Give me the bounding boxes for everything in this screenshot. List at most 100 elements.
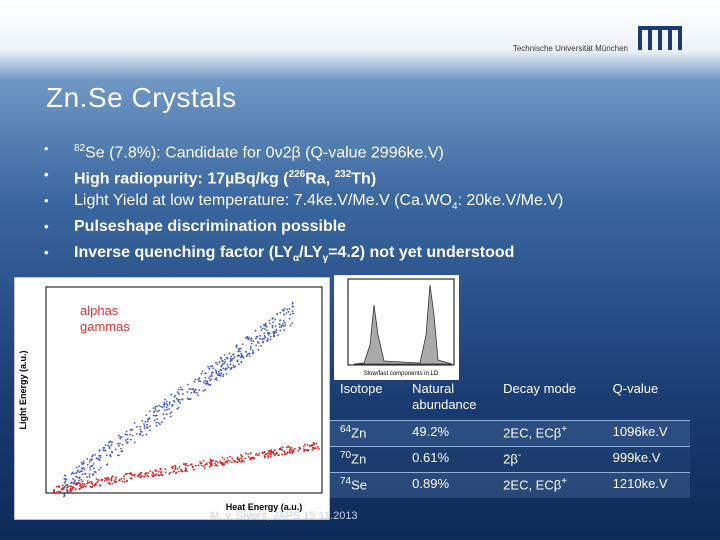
plot-texture (210, 459, 213, 462)
plot-texture (92, 473, 95, 475)
plot-texture (93, 467, 95, 470)
plot-texture (239, 350, 241, 353)
plot-texture (216, 461, 219, 464)
plot-texture (208, 465, 211, 468)
plot-texture (129, 477, 132, 480)
plot-texture (189, 398, 191, 400)
plot-texture (70, 482, 72, 485)
plot-texture (144, 473, 147, 476)
plot-texture (66, 483, 69, 486)
plot-texture (246, 354, 248, 356)
plot-texture (311, 443, 313, 446)
plot-texture (153, 474, 156, 477)
text-run: + (561, 424, 568, 435)
plot-texture (94, 484, 97, 486)
plot-texture (283, 313, 285, 316)
text-run: - (517, 450, 522, 461)
plot-texture (215, 361, 217, 364)
plot-texture (218, 361, 221, 363)
plot-texture (98, 454, 100, 457)
plot-texture (259, 337, 261, 340)
text-run: /LY (299, 244, 323, 261)
plot-texture (264, 336, 267, 339)
plot-texture (158, 404, 160, 407)
plot-texture (243, 460, 245, 463)
plot-texture (74, 488, 77, 490)
plot-texture (215, 377, 218, 380)
plot-texture (269, 455, 272, 458)
plot-texture (130, 472, 132, 474)
plot-texture (94, 453, 97, 456)
plot-texture (154, 408, 157, 410)
plot-texture (76, 470, 79, 473)
plot-texture (191, 388, 193, 391)
plot-texture (233, 366, 235, 369)
plot-texture (139, 428, 142, 431)
plot-texture (277, 334, 279, 337)
plot-texture (250, 342, 253, 345)
plot-texture (131, 428, 134, 431)
y-label: Light Energy (a.u.) (18, 350, 28, 429)
plot-texture (155, 473, 158, 475)
plot-texture (202, 390, 205, 392)
plot-texture (64, 480, 67, 483)
table-cell: 2EC, ECβ+ (493, 472, 603, 498)
plot-texture (287, 311, 290, 313)
plot-texture (284, 453, 287, 456)
bullet: Pulseshape discrimination possible (40, 215, 563, 241)
plot-texture (176, 467, 179, 470)
plot-texture (209, 458, 212, 461)
plot-texture (187, 464, 189, 467)
plot-texture (71, 487, 74, 490)
header-row: Isotope Natural abundance Decay mode Q-valu… (330, 378, 690, 421)
plot-texture (176, 408, 179, 410)
plot-texture (63, 493, 66, 496)
bullet: 82Se (7.8%): Candidate for 0ν2β (Q-value… (40, 137, 563, 163)
plot-texture (180, 470, 183, 473)
plot-texture (210, 372, 213, 374)
plot-texture (267, 456, 270, 459)
inset-x-label: Slow/fast components in LD (364, 371, 439, 377)
plot-texture (306, 449, 309, 452)
plot-texture (279, 319, 282, 322)
slide-title: Zn.Se Crystals (46, 82, 237, 113)
header-cell: Isotope (340, 381, 383, 396)
plot-texture (124, 433, 127, 436)
plot-texture (83, 468, 86, 471)
plot-texture (240, 361, 243, 364)
plot-texture (126, 441, 129, 444)
plot-texture (81, 473, 84, 476)
plot-texture (208, 461, 211, 464)
plot-texture (79, 470, 82, 473)
plot-texture (155, 414, 158, 417)
table-cell: 1210ke.V (602, 472, 690, 498)
plot-texture (169, 415, 172, 418)
table-row: 64Zn 49.2% 2EC, ECβ+ 1096ke.V (330, 420, 690, 447)
plot-texture (141, 419, 144, 422)
plot-texture (259, 325, 262, 328)
plot-texture (266, 332, 269, 335)
plot-texture (184, 469, 186, 472)
bullet-list: 82Se (7.8%): Candidate for 0ν2β (Q-value… (40, 137, 563, 267)
plot-texture (164, 398, 166, 401)
plot-texture (270, 450, 273, 453)
plot-texture (158, 409, 160, 412)
plot-texture (86, 463, 89, 466)
plot-texture (230, 359, 233, 361)
plot-texture (81, 484, 84, 487)
plot-texture (209, 379, 211, 382)
plot-texture (80, 478, 83, 481)
plot-texture (126, 433, 128, 436)
plot-texture (145, 433, 148, 436)
plot-texture (283, 307, 286, 310)
plot-texture (281, 446, 284, 449)
plot-texture (160, 473, 162, 476)
plot-texture (81, 467, 84, 470)
plot-texture (97, 457, 100, 460)
plot-texture (291, 310, 294, 313)
plot-texture (71, 485, 73, 488)
plot-texture (289, 452, 291, 454)
plot-texture (219, 374, 221, 377)
plot-texture (266, 339, 269, 342)
plot-texture (89, 458, 92, 461)
